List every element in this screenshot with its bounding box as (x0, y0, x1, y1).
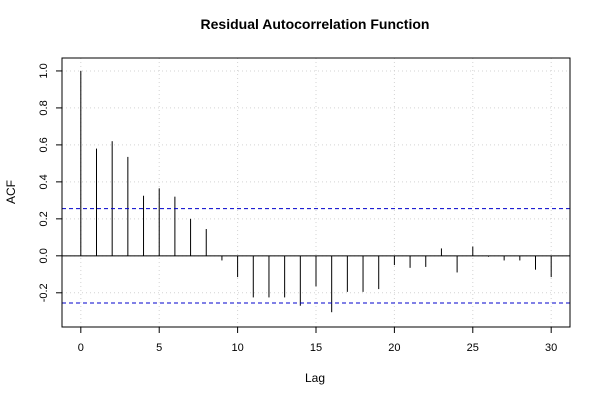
y-tick-label: 0.6 (38, 137, 50, 152)
x-axis-label: Lag (305, 371, 325, 385)
x-tick-label: 0 (78, 342, 84, 354)
y-tick-label: 1.0 (38, 63, 50, 78)
y-axis: -0.2 0.0 0.2 0.4 0.6 0.8 1.0 (38, 63, 62, 302)
acf-bars (80, 70, 552, 313)
x-tick-label: 25 (467, 342, 479, 354)
x-tick-label: 15 (310, 342, 322, 354)
reference-lines (62, 208, 570, 304)
x-tick-label: 10 (231, 342, 243, 354)
x-tick-label: 20 (388, 342, 400, 354)
y-tick-label: 0.8 (38, 100, 50, 115)
grid (62, 58, 570, 327)
y-axis-label: ACF (4, 180, 18, 204)
y-tick-label: -0.2 (38, 283, 50, 302)
y-tick-label: 0.4 (38, 174, 50, 189)
y-tick-label: 0.2 (38, 211, 50, 226)
x-axis: 0 5 10 15 20 25 30 (78, 327, 557, 354)
x-tick-label: 30 (545, 342, 557, 354)
chart-title: Residual Autocorrelation Function (201, 16, 430, 32)
x-tick-label: 5 (156, 342, 162, 354)
y-tick-label: 0.0 (38, 248, 50, 263)
